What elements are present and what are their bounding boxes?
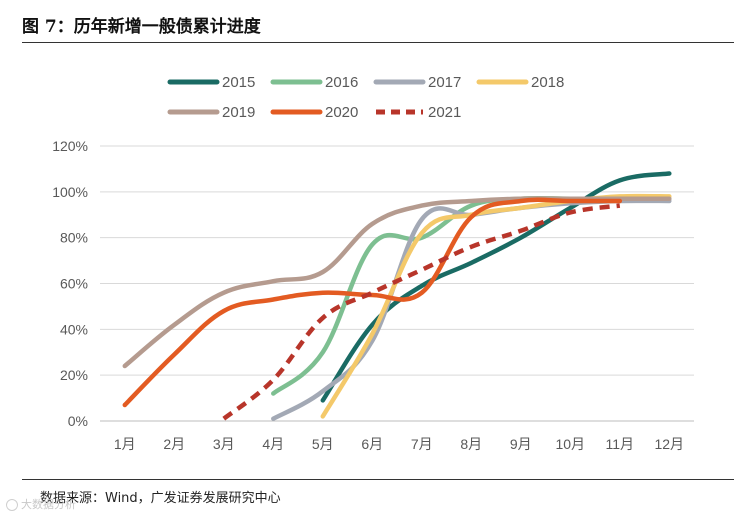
series-line-2020	[122, 197, 623, 408]
x-tick-label: 1月	[114, 436, 136, 452]
title-rule	[22, 42, 734, 43]
legend-label-2017: 2017	[428, 74, 461, 91]
series-line-2018	[320, 193, 672, 419]
legend-label-2019: 2019	[222, 104, 255, 121]
legend-label-2015: 2015	[222, 74, 255, 91]
figure-title: 图 7：历年新增一般债累计进度	[22, 17, 261, 37]
x-tick-label: 2月	[163, 436, 185, 452]
watermark: 大数据分析	[6, 496, 76, 512]
y-tick-label: 20%	[60, 367, 88, 383]
x-tick-label: 5月	[312, 436, 334, 452]
series-line-2019	[122, 196, 672, 369]
series-line-2015	[320, 171, 672, 403]
legend: 2015 2016 2017 2018 2019 2020 2021	[167, 74, 564, 121]
watermark-logo-icon	[6, 499, 18, 511]
x-tick-label: 10月	[555, 436, 585, 452]
line-chart: 0% 20% 40% 60% 80% 100% 120% 1月 2月 3月 4月 5月 6月 7月 8月 9月…	[52, 74, 694, 452]
x-tick-label: 7月	[411, 436, 433, 452]
source-rule	[22, 479, 734, 480]
x-tick-label: 12月	[654, 436, 684, 452]
legend-label-2020: 2020	[325, 104, 358, 121]
x-tick-label: 4月	[262, 436, 284, 452]
x-tick-label: 8月	[460, 436, 482, 452]
x-tick-label: 6月	[361, 436, 383, 452]
source-note: 数据来源：Wind，广发证券发展研究中心	[40, 491, 281, 506]
series-line-2016	[271, 195, 672, 396]
series-lines	[122, 171, 672, 421]
watermark-text: 大数据分析	[21, 498, 76, 511]
x-tick-label: 9月	[510, 436, 532, 452]
y-tick-label: 0%	[68, 413, 88, 429]
legend-label-2018: 2018	[531, 74, 564, 91]
y-tick-label: 40%	[60, 321, 88, 337]
axis-labels: 0% 20% 40% 60% 80% 100% 120% 1月 2月 3月 4月 5月 6月 7月 8月 9月…	[52, 138, 684, 452]
legend-label-2021: 2021	[428, 104, 461, 121]
series-line-2021	[222, 203, 621, 421]
legend-label-2016: 2016	[325, 74, 358, 91]
x-tick-label: 3月	[213, 436, 235, 452]
y-tick-label: 60%	[60, 276, 88, 292]
y-tick-label: 80%	[60, 230, 88, 246]
y-tick-label: 120%	[52, 138, 88, 154]
y-tick-label: 100%	[52, 184, 88, 200]
x-tick-label: 11月	[605, 436, 634, 452]
